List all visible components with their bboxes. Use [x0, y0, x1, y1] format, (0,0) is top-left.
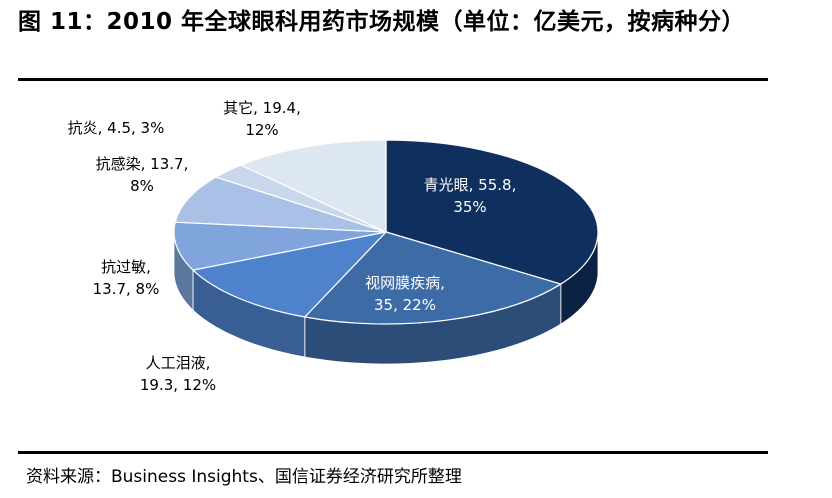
pie-slice-2 [191, 231, 388, 318]
data-label-2: 人工泪液, 19.3, 12% [140, 354, 216, 394]
data-label-1: 视网膜疾病, 35, 22% [365, 274, 445, 314]
data-label-3: 抗过敏, 13.7, 8% [93, 258, 160, 298]
pie-slice-3 [173, 221, 387, 271]
pie-slice-6 [239, 139, 387, 233]
data-label-6: 其它, 19.4, 12% [223, 99, 301, 139]
pie-slice-1 [303, 231, 563, 325]
bottom-rule [18, 451, 768, 454]
data-label-4: 抗感染, 13.7, 8% [96, 155, 189, 195]
top-rule [18, 78, 768, 81]
figure-title: 图 11：2010 年全球眼科用药市场规模（单位：亿美元，按病种分） [18, 9, 746, 35]
pie-chart: 青光眼, 55.8, 35% 视网膜疾病, 35, 22% 人工泪液, 19.3, 12%… [68, 99, 599, 394]
source-note: 资料来源：Business Insights、国信证券经济研究所整理 [26, 467, 462, 487]
pie-slice-4 [174, 176, 387, 233]
pie-slices [173, 139, 599, 325]
data-label-5: 抗炎, 4.5, 3% [68, 119, 165, 137]
data-label-0: 青光眼, 55.8, 35% [424, 176, 517, 216]
pie-slice-0 [385, 139, 599, 285]
